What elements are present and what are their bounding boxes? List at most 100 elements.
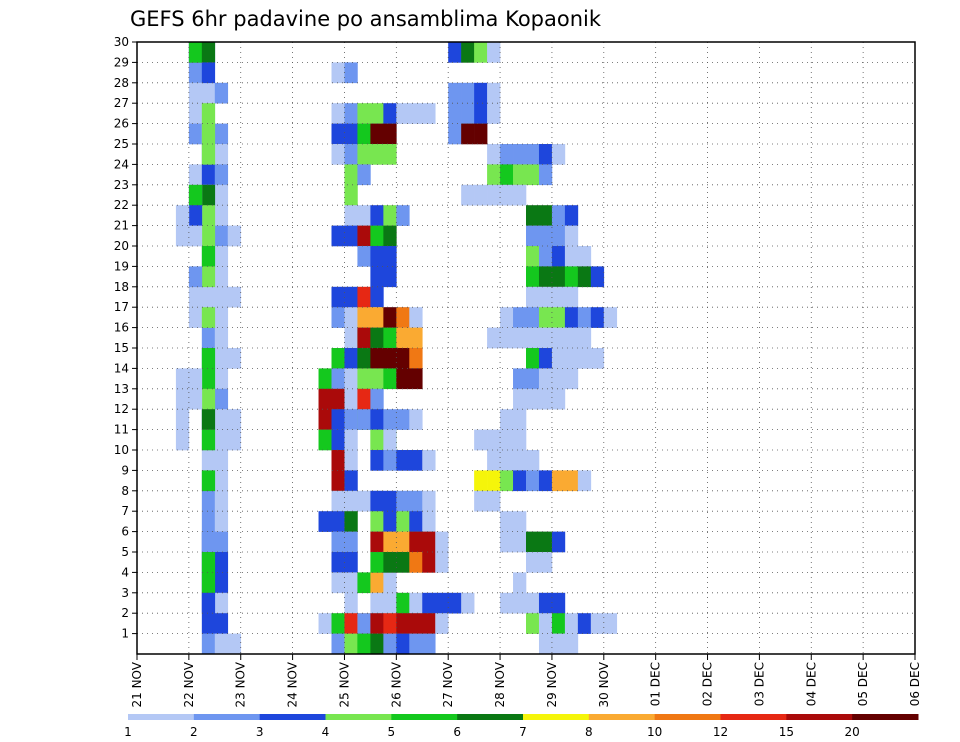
heatmap-cell <box>357 368 371 390</box>
heatmap-cell <box>409 103 423 124</box>
heatmap-cell <box>551 613 566 634</box>
heatmap-cell <box>201 205 216 226</box>
colorbar: 1 2 3 4 5 6 7 8 10 12 15 20 <box>124 714 919 739</box>
heatmap-cell <box>551 348 566 369</box>
heatmap-cell <box>500 307 514 328</box>
heatmap-cell <box>318 511 332 532</box>
y-tick-label: 5 <box>121 545 129 559</box>
heatmap-cell <box>331 225 345 247</box>
heatmap-cell <box>331 613 345 634</box>
heatmap-cell <box>577 348 592 369</box>
colorbar-label: 7 <box>519 725 527 739</box>
heatmap-cell <box>538 205 553 226</box>
heatmap-cell <box>383 531 397 553</box>
heatmap-cell <box>396 307 410 328</box>
x-tick-label: 22 NOV <box>182 661 196 707</box>
heatmap-cell <box>370 552 384 573</box>
heatmap-cell <box>214 409 229 430</box>
heatmap-cell <box>513 531 527 553</box>
heatmap-cell <box>214 388 229 410</box>
heatmap-cell <box>513 307 527 328</box>
x-tick-label: 23 NOV <box>234 661 248 707</box>
heatmap-cell <box>227 429 242 451</box>
y-tick-label: 8 <box>121 484 129 498</box>
x-tick-label: 30 NOV <box>597 661 611 707</box>
heatmap-cell <box>538 368 553 390</box>
y-tick-label: 18 <box>114 280 129 294</box>
y-axis-ticks: 1234567891011121314151617181920212223242… <box>114 35 137 641</box>
y-tick-label: 14 <box>114 361 129 375</box>
heatmap-cell <box>448 82 462 104</box>
heatmap-cell <box>513 368 527 390</box>
x-tick-label: 03 DEC <box>752 662 766 706</box>
heatmap-cell <box>538 286 553 308</box>
heatmap-cell <box>370 531 384 553</box>
heatmap-cell <box>435 592 449 614</box>
heatmap-cell <box>526 348 540 369</box>
heatmap-cell <box>201 552 216 573</box>
heatmap-cell <box>344 123 358 145</box>
heatmap-cell <box>318 409 332 430</box>
heatmap-cell <box>538 164 553 186</box>
heatmap-cell <box>526 246 540 267</box>
heatmap-cell <box>227 633 242 655</box>
heatmap-cell <box>370 572 384 594</box>
heatmap-cell <box>344 613 358 634</box>
heatmap-cell <box>409 633 423 655</box>
x-tick-label: 28 NOV <box>493 661 507 707</box>
x-axis-ticks: 21 NOV 22 NOV 23 NOV 24 NOV 25 NOV 26 NOV 27 N… <box>130 654 922 708</box>
heatmap-cell <box>526 307 540 328</box>
heatmap-cell <box>344 144 358 165</box>
x-tick-label: 01 DEC <box>649 662 663 706</box>
heatmap-cell <box>318 388 332 410</box>
heatmap-cell <box>370 144 384 165</box>
heatmap-cell <box>214 531 229 553</box>
heatmap-cell <box>461 592 475 614</box>
heatmap-cell <box>188 42 203 63</box>
heatmap-cell <box>513 450 527 471</box>
heatmap-cell <box>526 368 540 390</box>
heatmap-cell <box>551 266 566 288</box>
heatmap-cell <box>227 225 242 247</box>
heatmap-cell <box>474 42 488 63</box>
heatmap-cell <box>551 327 566 349</box>
heatmap-cell <box>526 450 540 471</box>
heatmap-cell <box>344 552 358 573</box>
heatmap-cell <box>603 307 618 328</box>
y-tick-label: 22 <box>114 198 129 212</box>
heatmap-cell <box>201 429 216 451</box>
heatmap-cell <box>357 348 371 369</box>
x-tick-label: 26 NOV <box>389 661 403 707</box>
heatmap-cell <box>461 82 475 104</box>
heatmap-cell <box>201 368 216 390</box>
heatmap-cell <box>564 368 579 390</box>
heatmap-cell <box>435 613 449 634</box>
heatmap-cell <box>214 266 229 288</box>
heatmap-cell <box>551 246 566 267</box>
heatmap-cell <box>551 531 566 553</box>
heatmap-cell <box>383 266 397 288</box>
heatmap-cell <box>474 103 488 124</box>
heatmap-cell <box>383 511 397 532</box>
colorbar-swatch <box>720 714 787 720</box>
heatmap-cell <box>201 511 216 532</box>
heatmap-cell <box>214 592 229 614</box>
heatmap-cell <box>214 123 229 145</box>
heatmap-cell <box>344 307 358 328</box>
heatmap-cell <box>331 572 345 594</box>
heatmap-cell <box>357 572 371 594</box>
heatmap-cell <box>188 205 203 226</box>
heatmap-cell <box>357 327 371 349</box>
heatmap-cell <box>331 450 345 471</box>
heatmap-cell <box>201 123 216 145</box>
heatmap-cell <box>357 205 371 226</box>
heatmap-cell <box>564 266 579 288</box>
y-tick-label: 25 <box>114 137 129 151</box>
heatmap-cell <box>474 490 488 512</box>
heatmap-cell <box>214 144 229 165</box>
heatmap-cell <box>214 450 229 471</box>
heatmap-cell <box>357 144 371 165</box>
heatmap-cell <box>396 348 410 369</box>
heatmap-cell <box>383 552 397 573</box>
